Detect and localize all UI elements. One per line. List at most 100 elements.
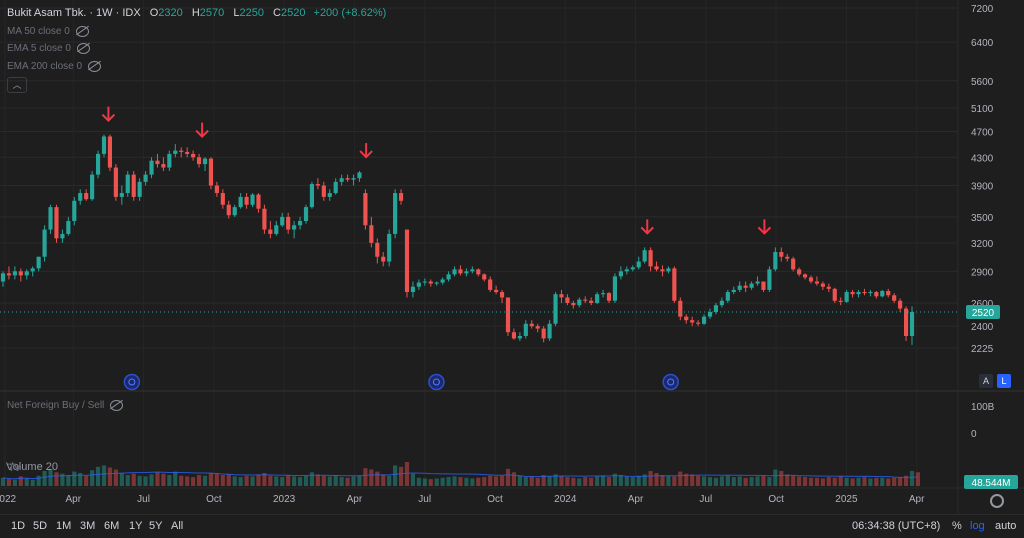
timeframe-5d[interactable]: 5D [33, 520, 48, 532]
timeframe-all[interactable]: All [171, 520, 184, 532]
price-tick-label: 2900 [971, 267, 994, 278]
indicator-ema200-label: EMA 200 close 0 [7, 61, 83, 73]
clock[interactable]: 06:34:38 (UTC+8) [852, 520, 941, 532]
candle-body [375, 242, 380, 257]
timeframe-1d[interactable]: 1D [11, 520, 26, 532]
foreign-tick-label: 0 [971, 429, 977, 440]
timeframe-5y[interactable]: 5Y [149, 520, 163, 532]
volume-bar [214, 473, 219, 486]
collapse-indicators-button[interactable]: ︿ [7, 77, 27, 93]
candle-body [618, 271, 623, 277]
candle-body [78, 193, 83, 201]
volume-bar [701, 476, 707, 486]
volume-bar [725, 475, 730, 486]
eye-hidden-icon[interactable] [110, 400, 124, 411]
volume-bar [410, 473, 416, 486]
volume-bar [826, 477, 831, 486]
candle-body [95, 153, 101, 175]
volume-bar [238, 477, 243, 486]
eye-hidden-icon[interactable] [76, 43, 90, 54]
volume-bar [381, 474, 386, 486]
candle-body [898, 300, 903, 309]
volume-bar [232, 476, 237, 486]
timeframe-6m[interactable]: 6M [104, 520, 120, 532]
candle-body [844, 292, 849, 302]
candle-body [678, 300, 683, 317]
timeframe-1m[interactable]: 1M [56, 520, 72, 532]
time-tick-label: Jul [699, 494, 712, 505]
candle-body [416, 282, 421, 287]
auto-toggle[interactable]: auto [995, 520, 1017, 532]
volume-bar [339, 477, 344, 486]
candle-body [161, 164, 166, 168]
candle-body [440, 279, 445, 283]
percent-toggle[interactable]: % [952, 520, 962, 532]
chart-area[interactable]: 7200 6400 5600 5100 4700 4300 3900 3500 3200 2900… [0, 0, 1024, 514]
log-toggle[interactable]: log [970, 520, 985, 532]
indicator-ema5[interactable]: EMA 5 close 0 [7, 43, 90, 54]
candle-body [600, 293, 606, 295]
volume-bar [541, 475, 546, 486]
dividend-marker-icon[interactable] [428, 373, 445, 391]
candle-body [684, 316, 689, 321]
indicator-ema200[interactable]: EMA 200 close 0 [7, 61, 102, 73]
log-scale-button[interactable]: L [997, 374, 1011, 388]
candle-body [529, 323, 534, 327]
candle-body [791, 258, 796, 270]
price-tick-label: 3900 [971, 182, 994, 193]
eye-hidden-icon[interactable] [88, 61, 102, 72]
candle-body [880, 290, 885, 297]
dividend-marker-icon [667, 378, 675, 386]
indicator-ma50[interactable]: MA 50 close 0 [7, 26, 89, 37]
candle-body [779, 252, 784, 257]
candle-body [54, 207, 59, 239]
candle-body [434, 282, 439, 284]
volume-bar [327, 476, 332, 486]
settings-gear-icon[interactable] [990, 494, 1004, 508]
volume-bar [18, 476, 23, 486]
candle-body [755, 281, 760, 284]
volume-bar [476, 477, 481, 486]
candle-body [30, 268, 35, 272]
timeframe-3m[interactable]: 3M [80, 520, 96, 532]
volume-bar [440, 477, 445, 486]
candle-body [624, 269, 629, 272]
volume-bar [909, 470, 915, 486]
dividend-marker-icon[interactable] [123, 373, 141, 391]
foreign-flow-legend[interactable]: Net Foreign Buy / Sell [7, 400, 124, 411]
candle-body [713, 305, 719, 313]
candle-body [577, 299, 582, 306]
candle-body [553, 294, 558, 324]
volume-bar [583, 477, 588, 486]
candle-body [315, 184, 320, 186]
timeframe-1y[interactable]: 1Y [129, 520, 143, 532]
volume-bar [499, 475, 505, 486]
low-value: 2250 [239, 7, 264, 19]
volume-bar [678, 471, 683, 486]
candle-body [565, 297, 570, 303]
candle-body [66, 221, 71, 234]
volume-bar [850, 478, 855, 486]
candle-body [814, 281, 820, 284]
volume-bar [571, 477, 576, 486]
volume-bar [268, 475, 273, 486]
candle-body [404, 229, 410, 293]
volume-bar [54, 472, 59, 486]
volume-bar [161, 473, 166, 486]
volume-value-tag [964, 475, 1018, 489]
volume-bar [351, 476, 356, 486]
candle-body [773, 252, 778, 270]
dividend-marker-icon[interactable] [662, 373, 679, 391]
volume-bar [624, 476, 629, 486]
volume-bar [814, 477, 820, 486]
candle-body [297, 221, 303, 226]
candle-body [208, 158, 214, 186]
candle-body [84, 193, 89, 200]
candle-body [874, 292, 879, 297]
candle-body [101, 136, 107, 154]
candle-body [327, 193, 332, 197]
auto-scale-button[interactable]: A [979, 374, 993, 388]
volume-bar [208, 472, 214, 486]
volume-bar [369, 469, 374, 486]
eye-hidden-icon[interactable] [75, 26, 89, 37]
